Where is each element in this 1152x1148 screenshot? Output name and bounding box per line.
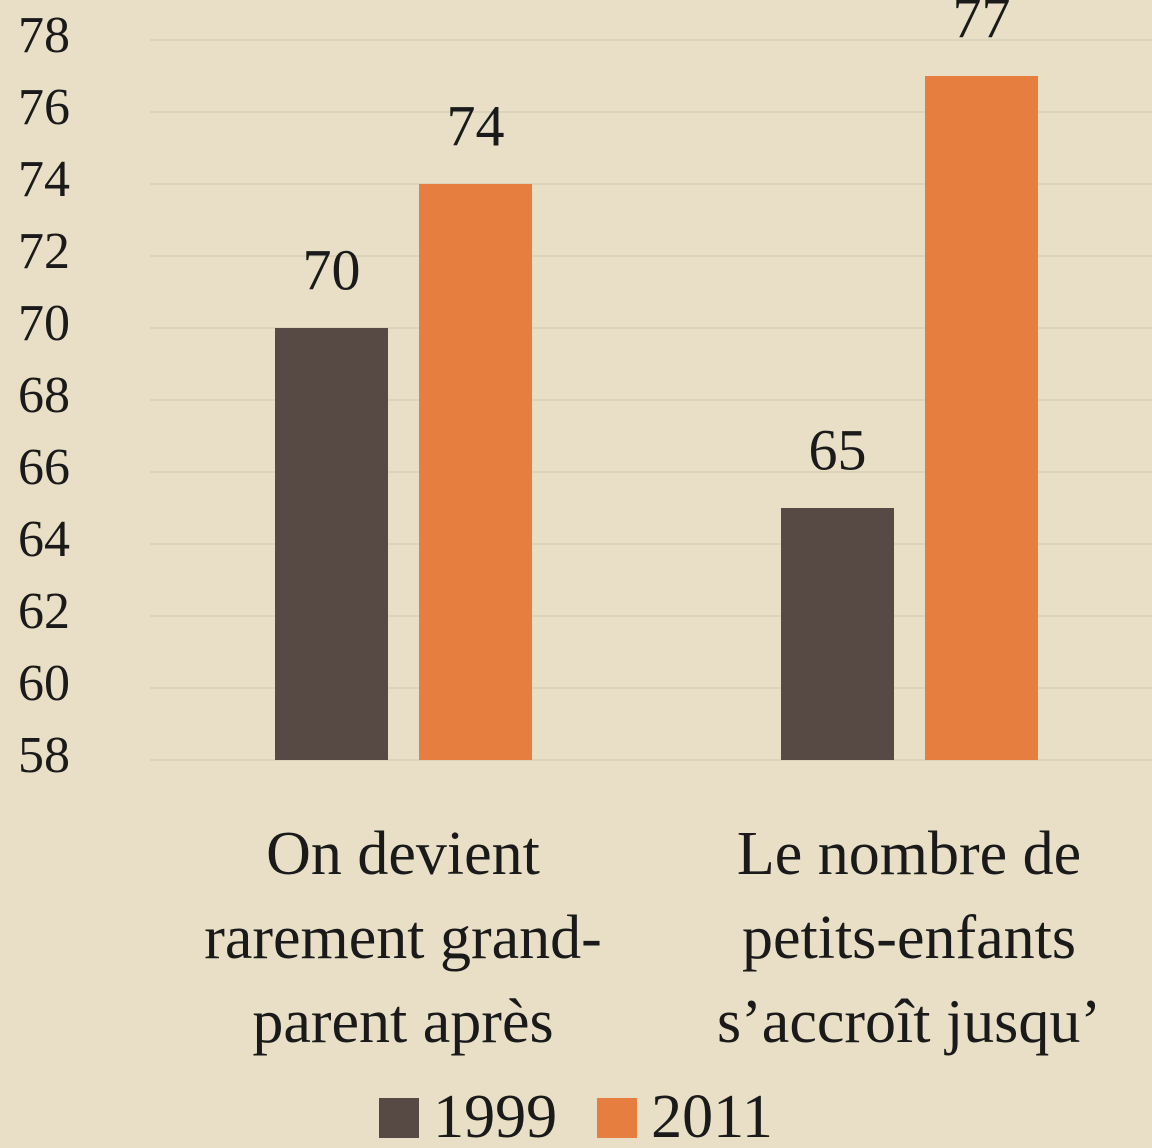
y-tick-label: 64 — [18, 511, 70, 568]
bar — [925, 76, 1038, 760]
legend-swatch — [597, 1097, 638, 1138]
y-tick-label: 76 — [18, 79, 70, 136]
legend-swatch — [379, 1097, 420, 1138]
y-tick-label: 58 — [18, 727, 70, 784]
bar — [781, 508, 894, 760]
x-tick-label: On devient rarement grand-parent après — [204, 820, 602, 1056]
bar — [419, 184, 532, 760]
y-tick-label: 78 — [18, 7, 70, 64]
y-tick-label: 62 — [18, 583, 70, 640]
y-tick-label: 66 — [18, 439, 70, 496]
bar — [275, 328, 388, 760]
data-label: 65 — [809, 417, 867, 482]
plot: 58 60 62 64 66 68 70 72 74 76 78 70 74 65 77 — [18, 0, 1152, 784]
data-label: 77 — [953, 0, 1011, 50]
legend-item: 2011 — [597, 1082, 773, 1148]
y-tick-label: 68 — [18, 367, 70, 424]
legend-label: 2011 — [651, 1083, 773, 1148]
data-label: 70 — [303, 237, 361, 302]
y-tick-label: 70 — [18, 295, 70, 352]
data-label: 74 — [447, 93, 505, 158]
legend-item: 1999 — [379, 1082, 557, 1148]
y-tick-label: 74 — [18, 151, 70, 208]
y-tick-label: 60 — [18, 655, 70, 712]
legend-label: 1999 — [433, 1083, 558, 1148]
x-tick-label: Le nombre de petits-enfants s’accroît ju… — [717, 820, 1101, 1056]
y-tick-label: 72 — [18, 223, 70, 280]
legend: 1999 2011 — [0, 1082, 1152, 1148]
